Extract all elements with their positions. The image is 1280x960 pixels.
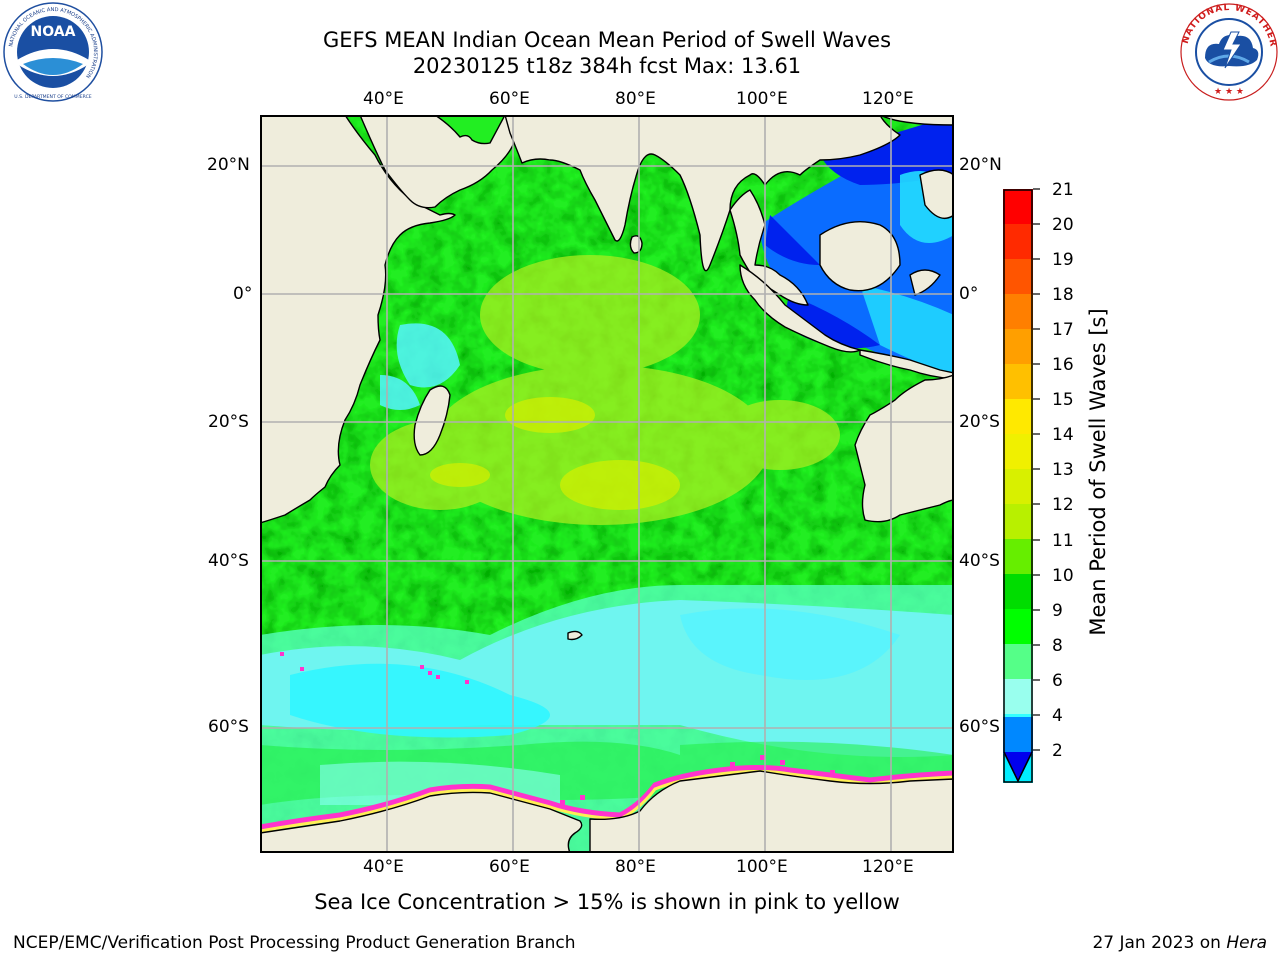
lat-label-right: 20°S [959,412,1000,432]
colorbar-tick: 4 [1052,706,1063,726]
swell-period-map [260,115,954,853]
nws-logo: NATIONAL WEATHER SERVICE ★ ★ ★ [1179,2,1278,101]
lat-label-right: 40°S [959,551,1000,571]
colorbar-tick: 15 [1052,390,1074,410]
lon-label-bottom: 80°E [615,857,656,877]
graticule [260,115,954,853]
colorbar-tick: 8 [1052,636,1063,656]
colorbar-tick: 9 [1052,601,1063,621]
colorbar-tick: 11 [1052,531,1074,551]
map-subtitle: 20230125 t18z 384h fcst Max: 13.61 [412,54,802,78]
lon-label-bottom: 100°E [736,857,788,877]
lat-label-left: 20°S [208,412,249,432]
sea-ice-caption: Sea Ice Concentration > 15% is shown in … [314,890,900,914]
malay-land [729,189,809,306]
colorbar-extend [1003,717,1033,783]
lon-label-bottom: 120°E [862,857,914,877]
colorbar-tick: 16 [1052,355,1074,375]
lat-label-left: 60°S [208,717,249,737]
colorbar [1003,189,1033,783]
lon-label-bottom: 40°E [363,857,404,877]
colorbar-tick: 6 [1052,671,1063,691]
svg-text:U.S. DEPARTMENT OF COMMERCE: U.S. DEPARTMENT OF COMMERCE [14,94,91,100]
borneo-land [819,220,901,292]
colorbar-tick: 10 [1052,566,1074,586]
colorbar-tick: 19 [1052,250,1074,270]
svg-text:★ ★ ★: ★ ★ ★ [1214,87,1244,97]
colorbar-bins [1003,189,1033,783]
cyan-patches [380,323,460,410]
map-frame [260,115,954,853]
iran-india-land [504,115,954,272]
footer-machine: Hera [1226,933,1267,953]
colorbar-tick: 2 [1052,741,1063,761]
lon-label-top: 40°E [363,89,404,109]
short-period-south [260,585,954,853]
svg-text:NOAA: NOAA [31,24,76,40]
colorbar-tick: 13 [1052,460,1074,480]
lon-label-top: 120°E [862,89,914,109]
colorbar-tick: 18 [1052,285,1074,305]
australia-land [854,374,954,523]
lon-label-top: 60°E [489,89,530,109]
lon-label-bottom: 60°E [489,857,530,877]
kerguelen-land [567,630,583,641]
colorbar-tick: 20 [1052,215,1074,235]
sri-lanka-land [629,235,643,254]
land [260,115,954,853]
noaa-logo: NOAA NATIONAL OCEANIC AND ATMOSPHERIC AD… [3,2,103,102]
lat-label-right: 20°N [959,155,1002,175]
colorbar-tick: 17 [1052,320,1074,340]
lat-label-right: 0° [959,284,979,304]
lon-label-top: 100°E [736,89,788,109]
colorbar-tick: 14 [1052,425,1074,445]
map-title: GEFS MEAN Indian Ocean Mean Period of Sw… [322,28,892,52]
footer-credit: NCEP/EMC/Verification Post Processing Pr… [13,933,576,953]
lat-label-left: 0° [233,284,253,304]
lat-label-left: 40°S [208,551,249,571]
lon-label-top: 80°E [615,89,656,109]
colorbar-tick: 12 [1052,495,1074,515]
colorbar-label: Mean Period of Swell Waves [s] [1086,308,1110,636]
lat-label-right: 60°S [959,717,1000,737]
antarctica-land [260,791,583,853]
footer-date: 27 Jan 2023 on Hera [1092,933,1267,953]
footer-date-text: 27 Jan 2023 on [1092,933,1221,953]
colorbar-tick-marks [1033,188,1040,751]
lat-label-left: 20°N [207,155,250,175]
colorbar-tick: 21 [1052,180,1074,200]
sumatra-land [739,264,861,353]
